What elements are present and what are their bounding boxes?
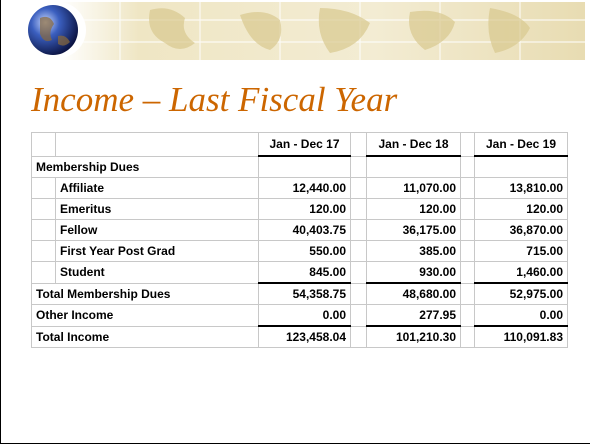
value-cell: 715.00 [474,240,568,262]
cell [460,198,475,220]
slide-title: Income – Last Fiscal Year [31,80,398,119]
cell [460,219,475,241]
value-cell: 11,070.00 [366,177,461,199]
cell [460,261,475,284]
column-header: Jan - Dec 17 [258,132,351,157]
value-cell: 277.95 [366,304,461,327]
total-row: Total Income 123,458.04 101,210.30 110,091.… [31,325,568,348]
value-cell: 0.00 [258,304,351,327]
cell [350,261,367,284]
row-label: Total Membership Dues [31,282,259,305]
cell [460,132,475,157]
value-cell: 52,975.00 [474,282,568,305]
value-cell: 385.00 [366,240,461,262]
cell [460,282,475,305]
total-row: Total Membership Dues 54,358.75 48,680.00 5… [31,282,568,305]
row-label: First Year Post Grad [55,240,259,262]
map-land [149,8,530,53]
section-row: Membership Dues [31,155,568,178]
cell [31,261,56,284]
cell [31,132,56,157]
cell [460,325,475,348]
value-cell: 101,210.30 [366,325,461,348]
cell [350,304,367,327]
cell [366,155,461,178]
value-cell: 0.00 [474,304,568,327]
cell [350,240,367,262]
value-cell: 110,091.83 [474,325,568,348]
cell [460,177,475,199]
cell [31,240,56,262]
value-cell: 48,680.00 [366,282,461,305]
banner [28,2,585,60]
cell [460,155,475,178]
cell [474,155,568,178]
value-cell: 845.00 [258,261,351,284]
value-cell: 120.00 [366,198,461,220]
cell [31,177,56,199]
item-row: Fellow 40,403.75 36,175.00 36,870.00 [31,219,568,241]
cell [350,219,367,241]
section-label: Membership Dues [31,155,259,178]
value-cell: 550.00 [258,240,351,262]
income-table: Jan - Dec 17 Jan - Dec 18 Jan - Dec 19 Memb… [31,132,568,348]
value-cell: 12,440.00 [258,177,351,199]
cell [31,219,56,241]
cell [350,325,367,348]
row-label: Student [55,261,259,284]
cell [350,132,367,157]
value-cell: 930.00 [366,261,461,284]
globe-land [40,16,70,46]
value-cell: 123,458.04 [258,325,351,348]
cell [258,155,351,178]
column-header: Jan - Dec 19 [474,132,568,157]
value-cell: 36,870.00 [474,219,568,241]
cell [460,240,475,262]
row-label: Fellow [55,219,259,241]
value-cell: 120.00 [258,198,351,220]
item-row: Affiliate 12,440.00 11,070.00 13,810.00 [31,177,568,199]
cell [350,198,367,220]
row-label: Total Income [31,325,259,348]
value-cell: 13,810.00 [474,177,568,199]
value-cell: 40,403.75 [258,219,351,241]
header-row: Jan - Dec 17 Jan - Dec 18 Jan - Dec 19 [31,132,568,157]
value-cell: 1,460.00 [474,261,568,284]
cell [460,304,475,327]
cell [350,155,367,178]
value-cell: 120.00 [474,198,568,220]
value-cell: 36,175.00 [366,219,461,241]
row-label: Emeritus [55,198,259,220]
item-row: First Year Post Grad 550.00 385.00 715.00 [31,240,568,262]
value-cell: 54,358.75 [258,282,351,305]
column-header: Jan - Dec 18 [366,132,461,157]
item-row: Emeritus 120.00 120.00 120.00 [31,198,568,220]
item-row: Student 845.00 930.00 1,460.00 [31,261,568,284]
row-label: Affiliate [55,177,259,199]
cell [55,132,259,157]
cell [350,282,367,305]
cell [350,177,367,199]
cell [31,198,56,220]
globe [28,5,78,55]
row-label: Other Income [31,304,259,327]
total-row: Other Income 0.00 277.95 0.00 [31,304,568,327]
